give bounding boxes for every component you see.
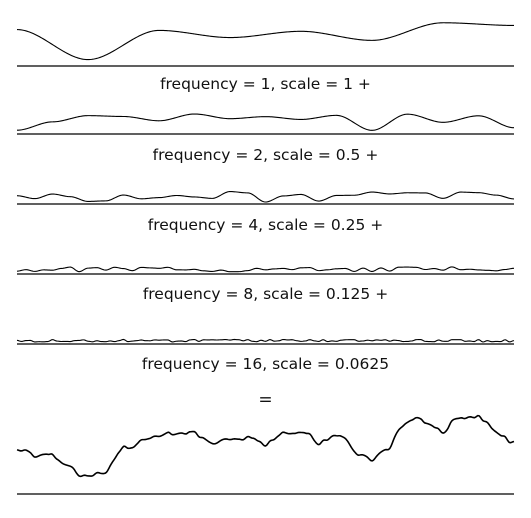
octave-4-label: frequency = 8, scale = 0.125 +: [142, 285, 389, 303]
octave-4-waveform: [16, 266, 515, 273]
octave-2-waveform: [16, 113, 515, 131]
sum-waveform: [16, 414, 515, 478]
octave-1-waveform: [16, 22, 514, 61]
equals-sign: =: [258, 390, 273, 410]
octave-5-label: frequency = 16, scale = 0.0625: [141, 355, 390, 373]
octave-5-waveform: [16, 338, 515, 343]
octave-3-waveform: [16, 191, 515, 203]
octave-1-label: frequency = 1, scale = 1 +: [160, 75, 371, 93]
octave-2-label: frequency = 2, scale = 0.5 +: [152, 146, 379, 164]
octave-3-label: frequency = 4, scale = 0.25 +: [147, 216, 384, 234]
